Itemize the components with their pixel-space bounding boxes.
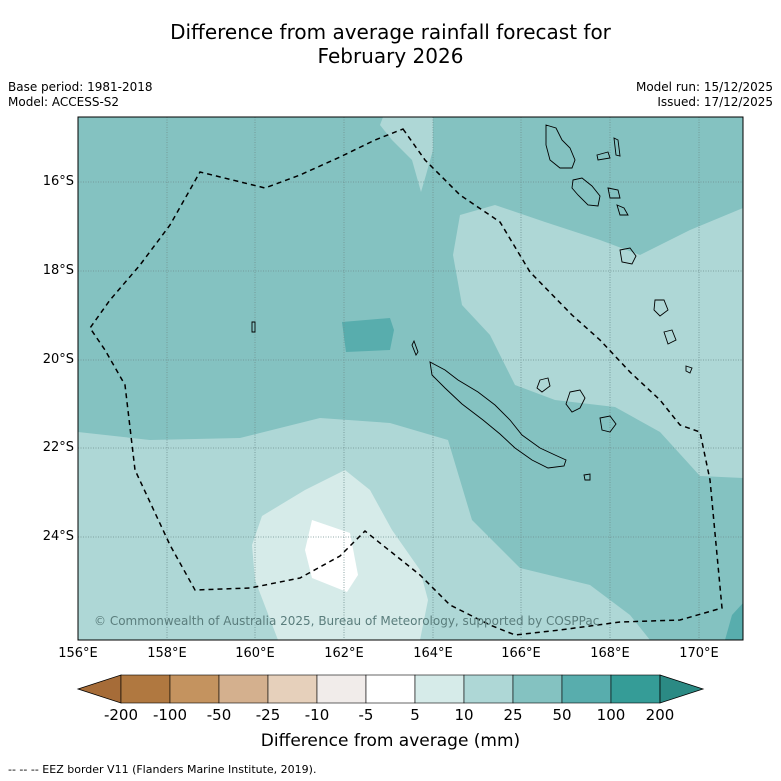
maewo-island <box>596 151 611 161</box>
colorbar-label: 200 <box>645 706 675 724</box>
lifou-island <box>565 389 586 413</box>
tanna-island <box>663 329 677 345</box>
colorbar-extend-low <box>76 674 122 704</box>
colorbar-bin <box>463 674 514 704</box>
map-fill-layers <box>78 117 743 640</box>
zone-50-100-corner <box>725 603 743 640</box>
ouvea-island <box>536 377 551 393</box>
colorbar <box>76 674 705 704</box>
zone-50-100 <box>342 318 394 352</box>
colorbar-label: 5 <box>410 706 420 724</box>
copyright-notice: © Commonwealth of Australia 2025, Bureau… <box>94 614 600 628</box>
issued-date: Issued: 17/12/2025 <box>657 95 773 109</box>
epi-island <box>616 204 629 216</box>
zone-neutral <box>305 520 358 592</box>
y-tick: 24°S <box>42 529 74 544</box>
x-tick: 164°E <box>413 646 453 661</box>
zone-10-25-north <box>380 117 433 192</box>
y-tick: 22°S <box>42 440 74 455</box>
colorbar-bin <box>316 674 367 704</box>
colorbar-bin <box>610 674 661 704</box>
aneityum-island <box>685 365 693 374</box>
colorbar-bin <box>218 674 269 704</box>
colorbar-bin <box>561 674 612 704</box>
x-tick: 156°E <box>58 646 98 661</box>
title-line-2: February 2026 <box>317 44 464 68</box>
map-frame <box>77 116 744 641</box>
title-line-1: Difference from average rainfall forecas… <box>170 20 611 44</box>
x-tick: 160°E <box>235 646 275 661</box>
erromango-island <box>653 299 669 317</box>
belep-islands <box>411 339 419 356</box>
colorbar-label: -5 <box>358 706 374 724</box>
y-tick: 20°S <box>42 352 74 367</box>
colorbar-label: -10 <box>304 706 330 724</box>
y-tick: 18°S <box>42 263 74 278</box>
colorbar-bin <box>512 674 563 704</box>
colorbar-label: -100 <box>152 706 188 724</box>
efate-island <box>619 247 637 265</box>
colorbar-label: -200 <box>103 706 139 724</box>
x-tick: 170°E <box>679 646 719 661</box>
colorbar-label: -50 <box>206 706 232 724</box>
colorbar-bin <box>120 674 171 704</box>
colorbar-label: -25 <box>255 706 281 724</box>
zone-10-25-east <box>453 205 743 478</box>
colorbar-label: 50 <box>552 706 572 724</box>
eez-footnote: -- -- -- EEZ border V11 (Flanders Marine… <box>8 763 317 776</box>
eez-border <box>89 128 723 636</box>
model-name: Model: ACCESS-S2 <box>8 95 120 109</box>
colorbar-bin <box>365 674 416 704</box>
mare-island <box>599 415 617 433</box>
base-period: Base period: 1981-2018 <box>8 80 153 94</box>
colorbar-extend-high <box>659 674 705 704</box>
gridlines <box>78 117 743 640</box>
colorbar-bin <box>267 674 318 704</box>
pentecost-island <box>613 137 621 157</box>
meta-left: Base period: 1981-2018 Model: ACCESS-S2 <box>8 80 153 110</box>
chesterfield-reef <box>251 321 256 333</box>
isle-of-pines <box>583 473 591 481</box>
map-title: Difference from average rainfall forecas… <box>0 20 781 68</box>
x-tick: 168°E <box>590 646 630 661</box>
x-tick: 158°E <box>147 646 187 661</box>
x-tick: 166°E <box>501 646 541 661</box>
colorbar-title: Difference from average (mm) <box>260 731 521 751</box>
y-tick: 16°S <box>42 174 74 189</box>
x-tick: 162°E <box>324 646 364 661</box>
espiritu-santo-island <box>545 124 576 169</box>
colorbar-bin <box>169 674 220 704</box>
ambrym-island <box>607 187 621 199</box>
model-run: Model run: 15/12/2025 <box>635 80 773 94</box>
meta-right: Model run: 15/12/2025 Issued: 17/12/2025 <box>636 80 773 110</box>
colorbar-label: 100 <box>596 706 626 724</box>
malekula-island <box>571 177 601 207</box>
new-caledonia-island <box>429 361 567 469</box>
colorbar-bin <box>414 674 465 704</box>
colorbar-label: 10 <box>454 706 474 724</box>
colorbar-label: 25 <box>503 706 523 724</box>
